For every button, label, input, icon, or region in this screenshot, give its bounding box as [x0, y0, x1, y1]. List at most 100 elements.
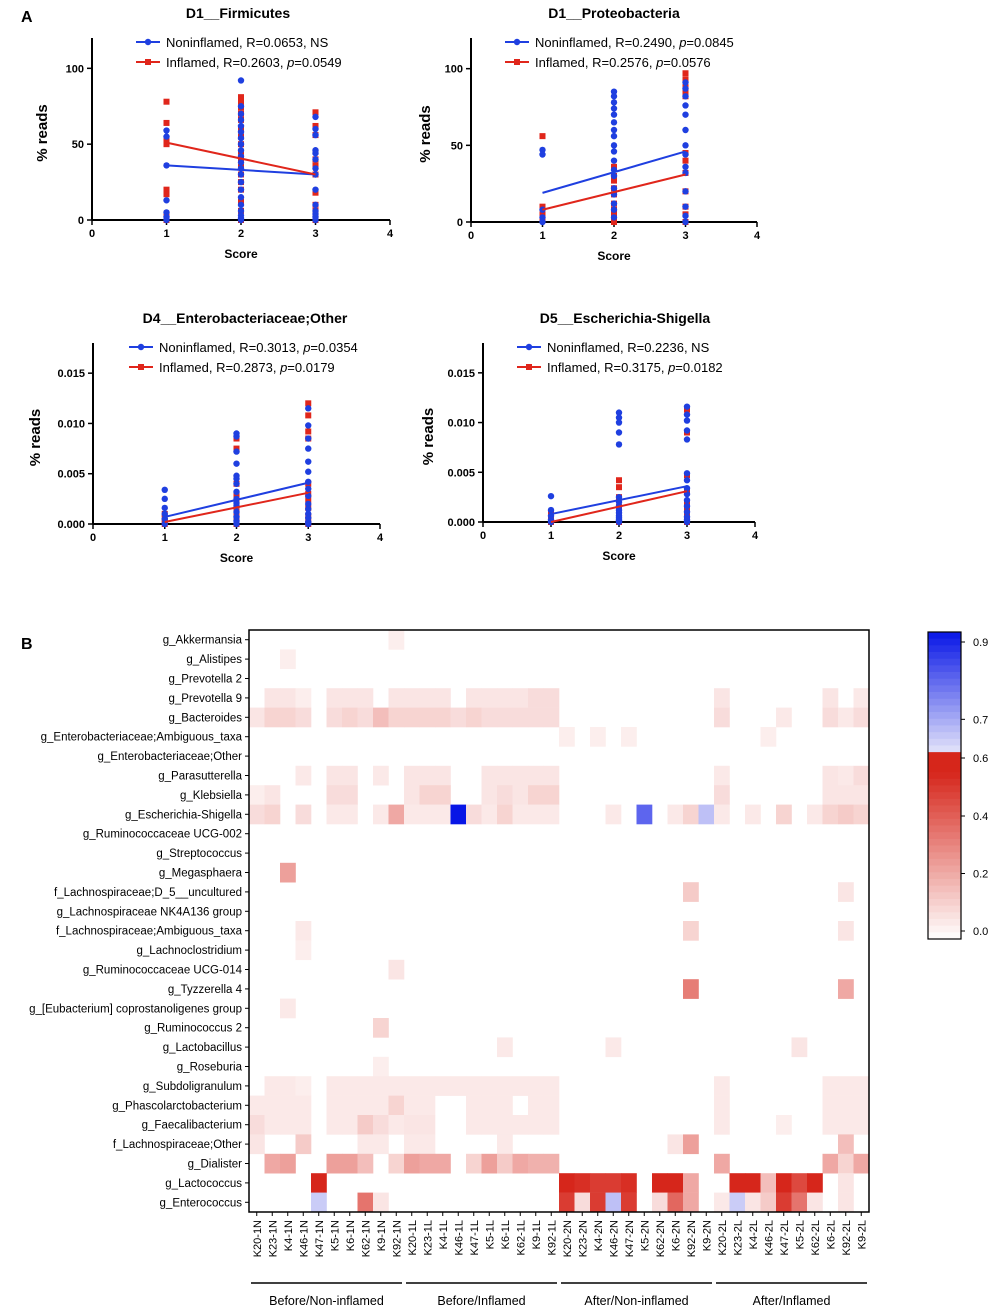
column-label: K23-2N [577, 1220, 589, 1257]
heatmap-cell [776, 707, 792, 728]
data-point-noninflamed [683, 436, 691, 443]
legend-p-value: =0.0182 [675, 360, 722, 375]
heatmap-cell [683, 979, 699, 999]
data-point-noninflamed [312, 201, 319, 209]
data-point-noninflamed [615, 414, 623, 421]
heatmap-cell [497, 688, 513, 708]
data-point-noninflamed [312, 156, 319, 163]
heatmap-cell [776, 1115, 792, 1135]
heatmap-cell [683, 1192, 699, 1213]
y-tick-label: 0.000 [447, 517, 475, 529]
data-point-inflamed [539, 133, 546, 140]
heatmap-cell [543, 688, 560, 708]
heatmap-cell [776, 1192, 792, 1213]
legend-text: Inflamed, R=0.2873, [159, 360, 280, 375]
x-tick-label: 2 [616, 530, 622, 542]
heatmap-cell [528, 765, 544, 786]
legend-text: Noninflamed, R=0.3013, [159, 340, 303, 355]
x-tick-label: 0 [480, 530, 486, 542]
heatmap-cell [807, 1192, 823, 1213]
heatmap-cell [512, 688, 529, 708]
heatmap-cell [404, 1134, 420, 1155]
row-label: g_Alistipes [186, 654, 242, 666]
heatmap-cell [404, 765, 420, 786]
y-tick-label: 0.005 [447, 467, 475, 479]
y-tick-label: 100 [66, 63, 84, 75]
heatmap-cell [822, 707, 839, 728]
data-point-noninflamed [233, 460, 240, 467]
heatmap-cell [419, 688, 436, 708]
scatter-plot-4: D5__Escherichia-Shigella 0 1 2 3 4 0.000 0.005 0… [420, 310, 759, 563]
heatmap-cell [295, 804, 312, 825]
heatmap-cell [249, 707, 265, 728]
data-point-noninflamed [682, 111, 689, 118]
colorbar-tick-label: 0.6 [973, 753, 988, 765]
data-point-noninflamed [305, 458, 312, 465]
chart-title: D1__Firmicutes [186, 5, 290, 21]
legend-marker-inflamed [514, 59, 520, 65]
heatmap-cell [373, 1134, 389, 1155]
row-label: g_Parasutterella [158, 771, 242, 783]
heatmap-cell [404, 1153, 420, 1174]
heatmap-cell [450, 1076, 467, 1096]
row-label: g_Roseburia [177, 1062, 243, 1074]
colorbar-step [928, 772, 961, 780]
data-point-noninflamed [237, 201, 245, 209]
heatmap-cell [667, 804, 684, 825]
heatmap-cell [435, 1076, 451, 1096]
heatmap-cell [357, 1153, 374, 1174]
heatmap-cell [528, 1153, 544, 1174]
row-label: g_Megasphaera [159, 868, 243, 880]
row-label: g_Faecalibacterium [142, 1120, 242, 1132]
legend-marker-noninflamed [137, 343, 145, 351]
data-point-noninflamed [683, 496, 691, 504]
row-label: g_Streptococcus [156, 848, 242, 860]
colorbar-step [928, 738, 961, 746]
data-point-noninflamed [610, 126, 618, 134]
data-point-noninflamed [610, 105, 618, 112]
heatmap-cell [497, 1076, 513, 1096]
data-point-noninflamed [305, 505, 312, 513]
y-tick-label: 0.010 [447, 418, 475, 430]
data-point-noninflamed [237, 216, 245, 224]
heatmap-cell [497, 1095, 513, 1116]
heatmap-cell [419, 765, 436, 786]
heatmap-cell [264, 1115, 281, 1135]
heatmap-cell [621, 1173, 637, 1193]
chart-title: D4__Enterobacteriaceae;Other [143, 310, 348, 326]
row-label: g_Lactococcus [165, 1178, 242, 1190]
x-tick-label: 3 [684, 530, 690, 542]
heatmap-cell [481, 765, 498, 786]
data-point-noninflamed [615, 419, 623, 426]
heatmap-cell [590, 1192, 606, 1213]
heatmap-cell [419, 707, 436, 728]
data-point-inflamed [238, 94, 244, 101]
colorbar-tick-label: 0.4 [973, 811, 988, 823]
x-tick-label: 2 [611, 230, 617, 242]
row-label: g_Lachnoclostridium [137, 945, 242, 957]
heatmap-cell [419, 1115, 436, 1135]
heatmap-cell [388, 804, 405, 825]
heatmap-cell [528, 1095, 544, 1116]
colorbar-step [928, 892, 961, 900]
data-point-noninflamed [610, 185, 618, 192]
colorbar-step [928, 852, 961, 860]
data-point-noninflamed [683, 470, 691, 477]
data-point-noninflamed [305, 492, 312, 500]
colorbar-step [928, 878, 961, 886]
heatmap-cell [249, 1134, 265, 1155]
colorbar-step [928, 698, 961, 706]
y-tick-label: 0.010 [57, 418, 85, 430]
x-tick-label: 0 [89, 228, 95, 240]
heatmap-cell [295, 688, 312, 708]
heatmap-cell [497, 1115, 513, 1135]
data-point-noninflamed [610, 214, 618, 221]
heatmap-cell [667, 1173, 684, 1193]
heatmap-cell [683, 1134, 699, 1155]
data-point-noninflamed [683, 403, 691, 410]
column-label: K47-2N [624, 1220, 636, 1257]
data-point-inflamed [305, 412, 312, 419]
heatmap-cell [698, 804, 715, 825]
colorbar-step [928, 925, 961, 933]
data-point-noninflamed [305, 500, 312, 508]
